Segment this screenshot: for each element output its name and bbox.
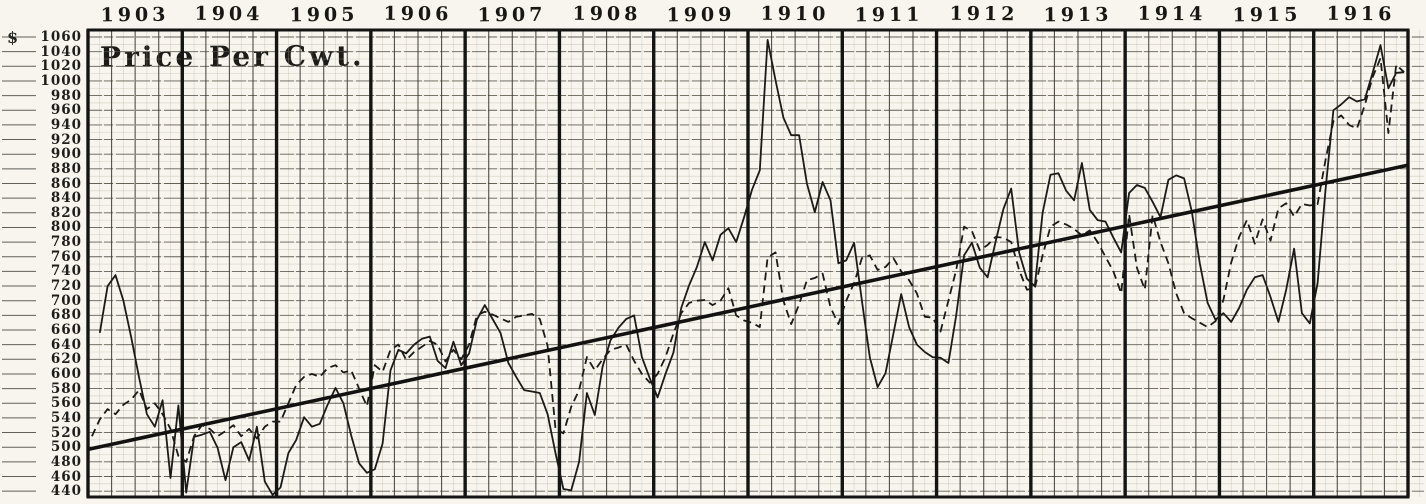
y-axis-tick-label: 540: [50, 409, 82, 426]
y-axis-tick-label: 900: [50, 146, 82, 163]
y-axis-tick-label: 480: [50, 453, 82, 470]
y-axis-tick-label: 800: [50, 219, 82, 236]
y-axis-tick-label: 940: [50, 116, 82, 133]
y-axis-tick-label: 1040: [40, 43, 82, 60]
y-axis-tick-label: 600: [50, 365, 82, 382]
y-axis-tick-label: 920: [50, 131, 82, 148]
y-axis-tick-label: 520: [50, 424, 82, 441]
y-axis-tick-label: 660: [50, 322, 82, 338]
trend-series-line: [87, 163, 1409, 452]
y-axis-tick-label: 500: [50, 439, 82, 456]
y-axis-tick-label: 560: [50, 395, 82, 412]
y-axis-tick-label: 700: [50, 292, 82, 309]
chart-frame: [86, 28, 1410, 499]
y-axis-tick-label: 460: [50, 468, 82, 485]
y-axis-tick-label: 580: [50, 380, 82, 397]
y-axis-tick-label: 860: [50, 175, 82, 192]
y-axis-tick-label: 1020: [40, 58, 82, 75]
y-axis-tick-label: 780: [50, 234, 82, 251]
y-axis-tick-label: 640: [50, 336, 82, 353]
y-axis-tick-label: 960: [50, 102, 82, 119]
y-axis-tick-label: 1060: [40, 29, 82, 45]
y-axis-tick-label: 880: [50, 160, 82, 177]
solid-series-line: [98, 39, 1405, 496]
y-axis-tick-label: 740: [50, 263, 82, 280]
dashed-series-line: [91, 57, 1405, 463]
y-axis-tick-label: 1000: [40, 72, 82, 89]
y-axis-tick-label: 680: [50, 307, 82, 324]
y-axis-tick-label: 820: [50, 204, 82, 221]
y-axis-tick-label: 760: [50, 248, 82, 265]
y-axis-tick-label: 620: [50, 351, 82, 368]
y-axis-tick-label: 980: [50, 87, 82, 104]
y-axis-tick-label: 720: [50, 278, 82, 295]
y-axis-tick-label: 840: [50, 190, 82, 207]
y-axis-tick-label: 440: [50, 483, 82, 500]
